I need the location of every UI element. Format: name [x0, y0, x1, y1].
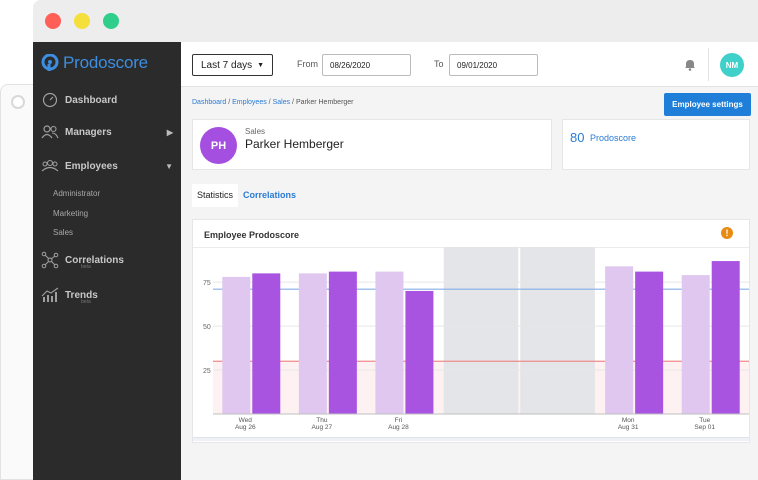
bar [405, 290, 434, 414]
score-label: Prodoscore [590, 133, 637, 143]
breadcrumb-employees[interactable]: Employees [232, 99, 267, 106]
breadcrumb-sales[interactable]: Sales [272, 99, 291, 106]
from-date-input[interactable]: 08/26/2020 [322, 54, 411, 76]
minimize-light-icon[interactable] [74, 13, 90, 29]
x-tick-label: Aug 27 [312, 424, 333, 431]
bar [375, 271, 404, 414]
breadcrumb: Dashboard / Employees / Sales / Parker H… [192, 99, 354, 106]
weekend-band [443, 247, 519, 414]
background-radio-icon [11, 95, 25, 109]
to-date-input[interactable]: 09/01/2020 [449, 54, 538, 76]
bar [222, 276, 251, 414]
bar [711, 261, 740, 414]
prodoscore-logo-icon [41, 54, 59, 71]
bar [298, 273, 327, 414]
divider [708, 48, 709, 81]
y-tick-label: 25 [203, 368, 211, 375]
score-value: 80 [570, 130, 585, 145]
employee-avatar: PH [200, 127, 237, 164]
x-tick-label: Aug 26 [235, 424, 256, 431]
x-tick-label: Thu [316, 417, 328, 424]
user-avatar[interactable]: NM [720, 53, 744, 77]
network-icon [41, 251, 59, 269]
sidebar-item-label: Employees [65, 160, 118, 172]
chevron-down-icon: ▼ [257, 61, 264, 69]
x-tick-label: Aug 31 [618, 424, 639, 431]
close-light-icon[interactable] [45, 13, 61, 29]
sidebar-item-correlations[interactable]: Correlations beta [41, 250, 173, 270]
sidebar-item-trends[interactable]: Trends beta [41, 285, 173, 305]
bar [328, 271, 357, 414]
bar [605, 266, 634, 414]
top-bar: Last 7 days ▼ From 08/26/2020 To 09/01/2… [181, 42, 758, 87]
tab-bar: Statistics Correlations [192, 184, 301, 207]
sidebar-item-managers[interactable]: Managers ▶ [41, 122, 173, 142]
tab-statistics[interactable]: Statistics [192, 184, 239, 207]
sidebar: Prodoscore Dashboard Managers ▶ Employee… [33, 42, 181, 480]
sidebar-item-label: Trends [65, 289, 98, 301]
main-content: Last 7 days ▼ From 08/26/2020 To 09/01/2… [181, 42, 758, 480]
y-tick-label: 75 [203, 280, 211, 287]
chevron-down-icon: ▼ [165, 161, 173, 171]
weekend-band [520, 247, 595, 414]
beta-badge: beta [81, 299, 91, 305]
sidebar-item-label: Correlations [65, 254, 124, 266]
y-tick-label: 50 [203, 324, 211, 331]
maximize-light-icon[interactable] [103, 13, 119, 29]
to-label: To [434, 59, 444, 69]
employee-settings-button[interactable]: Employee settings [664, 93, 751, 116]
bar [681, 275, 710, 414]
sidebar-item-employees[interactable]: Employees ▼ [41, 156, 173, 176]
bar [252, 273, 281, 414]
period-value: Last 7 days [201, 59, 253, 71]
chevron-right-icon: ▶ [166, 127, 173, 137]
brand-name: Prodoscore [63, 53, 148, 72]
breadcrumb-current: Parker Hemberger [295, 99, 354, 106]
from-label: From [297, 59, 318, 69]
employee-department: Sales [245, 127, 266, 136]
sidebar-subitem-sales[interactable]: Sales [53, 228, 74, 237]
sidebar-item-label: Managers [65, 126, 112, 138]
sidebar-item-label: Dashboard [65, 94, 118, 106]
chart-card: Employee Prodoscore ! 25 50 75 Wed Aug 26 Thu… [192, 219, 750, 443]
breadcrumb-dashboard[interactable]: Dashboard [192, 99, 227, 106]
score-card: 80 Prodoscore [562, 119, 750, 170]
profile-card: PH Sales Parker Hemberger [192, 119, 552, 170]
x-tick-label: Mon [622, 417, 635, 424]
employee-name: Parker Hemberger [245, 137, 344, 151]
group-icon [41, 157, 59, 175]
tab-correlations[interactable]: Correlations [243, 190, 297, 200]
x-tick-label: Wed [239, 417, 253, 424]
period-select[interactable]: Last 7 days ▼ [192, 54, 273, 76]
sidebar-item-dashboard[interactable]: Dashboard [41, 90, 173, 110]
app-window: Prodoscore Dashboard Managers ▶ Employee… [33, 0, 758, 480]
title-bar [33, 0, 758, 42]
beta-badge: beta [81, 264, 91, 270]
bell-icon[interactable] [684, 58, 696, 76]
x-tick-label: Sep 01 [694, 424, 715, 431]
gauge-icon [41, 91, 59, 109]
trend-chart-icon [41, 286, 59, 304]
users-icon [41, 123, 59, 141]
x-tick-label: Aug 28 [388, 424, 409, 431]
x-tick-label: Fri [395, 417, 403, 424]
sidebar-subitem-marketing[interactable]: Marketing [53, 209, 89, 218]
x-tick-label: Tue [699, 417, 710, 424]
bar [635, 271, 664, 414]
warning-icon[interactable]: ! [721, 227, 733, 239]
chart-scrollbar[interactable] [193, 437, 749, 441]
chart-title: Employee Prodoscore [204, 230, 300, 240]
brand-logo[interactable]: Prodoscore [41, 52, 148, 74]
sidebar-subitem-administrator[interactable]: Administrator [53, 189, 101, 198]
